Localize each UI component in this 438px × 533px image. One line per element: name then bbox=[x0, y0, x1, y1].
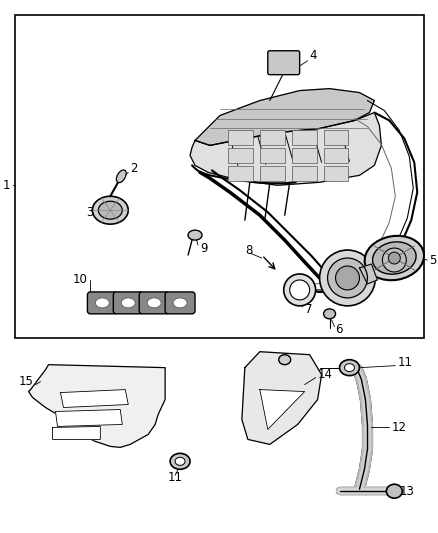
Bar bbox=[260, 166, 285, 181]
Ellipse shape bbox=[324, 309, 336, 319]
Text: 6: 6 bbox=[336, 324, 343, 336]
Ellipse shape bbox=[373, 242, 416, 274]
Text: 5: 5 bbox=[429, 254, 437, 266]
Bar bbox=[292, 131, 317, 146]
Bar bbox=[228, 166, 253, 181]
Ellipse shape bbox=[339, 360, 360, 376]
Ellipse shape bbox=[279, 354, 291, 365]
Polygon shape bbox=[60, 390, 128, 408]
Bar bbox=[292, 166, 317, 181]
Text: 11: 11 bbox=[168, 471, 183, 484]
Polygon shape bbox=[53, 426, 100, 439]
Ellipse shape bbox=[320, 250, 375, 306]
Ellipse shape bbox=[389, 252, 400, 264]
FancyBboxPatch shape bbox=[139, 292, 169, 314]
Ellipse shape bbox=[345, 364, 354, 372]
Text: 10: 10 bbox=[72, 273, 87, 286]
Ellipse shape bbox=[188, 230, 202, 240]
Text: 12: 12 bbox=[391, 421, 406, 434]
Bar bbox=[260, 148, 285, 163]
Polygon shape bbox=[28, 365, 165, 447]
Polygon shape bbox=[360, 264, 378, 284]
Text: 4: 4 bbox=[310, 49, 317, 62]
FancyBboxPatch shape bbox=[88, 292, 117, 314]
Polygon shape bbox=[190, 112, 381, 185]
Ellipse shape bbox=[117, 170, 126, 183]
Bar bbox=[228, 148, 253, 163]
Ellipse shape bbox=[175, 457, 185, 465]
Text: 7: 7 bbox=[305, 303, 312, 317]
Ellipse shape bbox=[290, 280, 310, 300]
Ellipse shape bbox=[365, 236, 424, 280]
Text: 3: 3 bbox=[86, 206, 94, 219]
Text: 2: 2 bbox=[130, 162, 138, 175]
FancyBboxPatch shape bbox=[165, 292, 195, 314]
Bar bbox=[228, 131, 253, 146]
Ellipse shape bbox=[328, 258, 367, 298]
Ellipse shape bbox=[170, 454, 190, 469]
Polygon shape bbox=[195, 88, 374, 146]
Polygon shape bbox=[242, 352, 321, 445]
Polygon shape bbox=[260, 390, 305, 430]
Ellipse shape bbox=[386, 484, 403, 498]
Text: 11: 11 bbox=[397, 356, 412, 369]
FancyBboxPatch shape bbox=[268, 51, 300, 75]
Text: 15: 15 bbox=[19, 375, 34, 388]
Text: 1: 1 bbox=[3, 179, 10, 192]
Polygon shape bbox=[56, 409, 122, 426]
Text: 13: 13 bbox=[399, 484, 414, 498]
Ellipse shape bbox=[284, 274, 316, 306]
Ellipse shape bbox=[95, 298, 110, 308]
FancyBboxPatch shape bbox=[113, 292, 143, 314]
Bar bbox=[292, 148, 317, 163]
Ellipse shape bbox=[92, 196, 128, 224]
Text: 14: 14 bbox=[318, 368, 332, 381]
Bar bbox=[324, 131, 349, 146]
Ellipse shape bbox=[121, 298, 135, 308]
Text: 9: 9 bbox=[200, 241, 208, 255]
Text: 8: 8 bbox=[245, 244, 252, 256]
Ellipse shape bbox=[99, 201, 122, 219]
Bar bbox=[324, 148, 349, 163]
Ellipse shape bbox=[147, 298, 161, 308]
Ellipse shape bbox=[336, 266, 360, 290]
Ellipse shape bbox=[173, 298, 187, 308]
Bar bbox=[324, 166, 349, 181]
Bar bbox=[260, 131, 285, 146]
Bar bbox=[14, 15, 424, 338]
Ellipse shape bbox=[382, 248, 406, 272]
